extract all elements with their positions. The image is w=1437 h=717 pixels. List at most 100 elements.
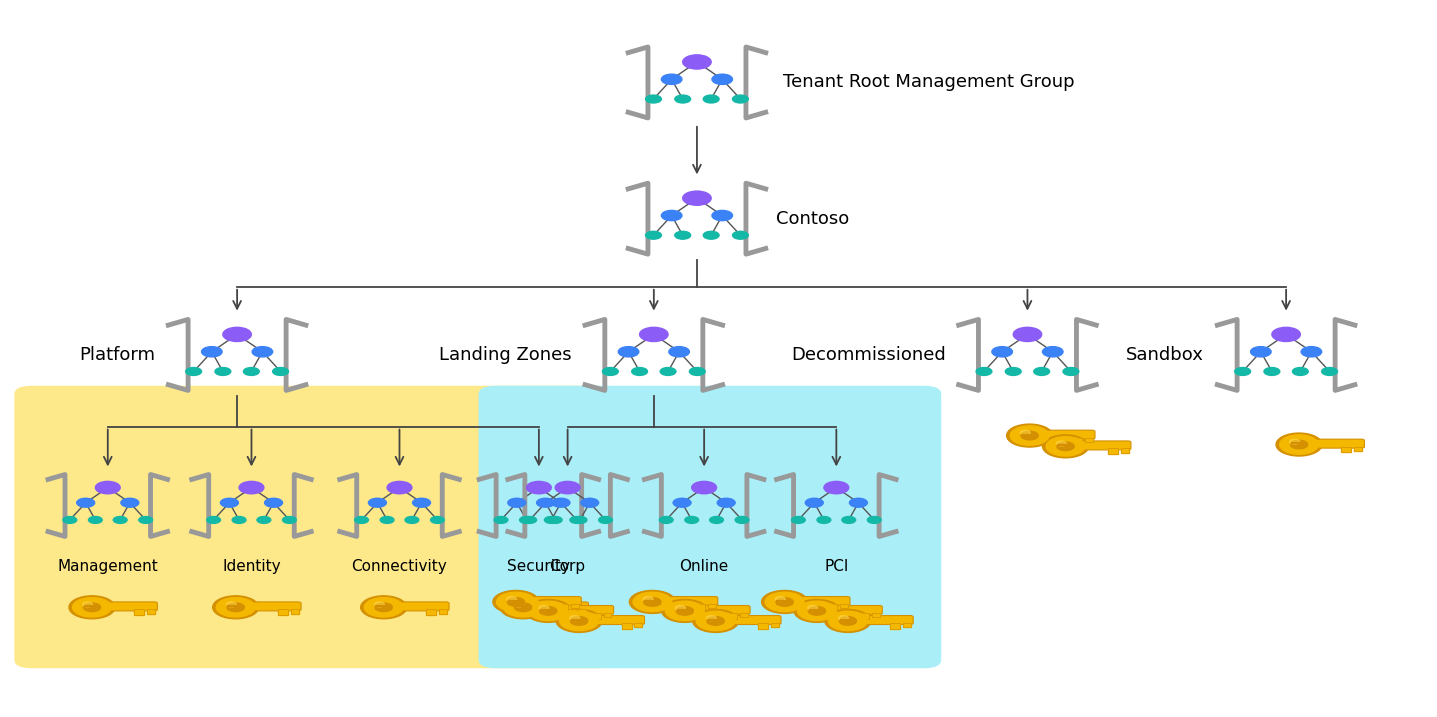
Bar [839,604,848,608]
Bar [558,604,569,609]
FancyBboxPatch shape [1308,439,1365,448]
Circle shape [1300,346,1322,357]
Circle shape [1010,426,1049,445]
Bar [759,623,767,629]
Circle shape [828,611,867,631]
Circle shape [673,498,691,507]
Circle shape [545,516,558,523]
Circle shape [662,599,707,622]
Circle shape [570,615,581,621]
Circle shape [243,368,259,376]
Circle shape [507,498,526,507]
Circle shape [83,602,92,607]
Bar [578,609,586,614]
Text: Identity: Identity [223,559,280,574]
Bar [277,609,287,615]
Circle shape [76,498,95,507]
Bar [694,604,704,609]
Circle shape [776,597,785,602]
FancyBboxPatch shape [693,605,750,614]
Circle shape [121,498,139,507]
Circle shape [1250,346,1272,357]
Bar [740,613,747,617]
Circle shape [733,95,749,103]
Circle shape [507,598,525,607]
Circle shape [842,516,855,523]
Text: Tenant Root Management Group: Tenant Root Management Group [783,73,1075,92]
Circle shape [526,599,572,622]
Bar [872,613,879,617]
Bar [621,623,631,629]
Circle shape [526,481,552,494]
Circle shape [703,95,718,103]
Circle shape [645,95,661,103]
Bar [1121,449,1128,453]
Circle shape [644,597,652,602]
Bar [425,609,437,615]
FancyBboxPatch shape [793,597,849,605]
Bar [277,609,287,615]
Bar [604,613,612,617]
Circle shape [1292,368,1308,376]
Circle shape [992,346,1013,357]
Circle shape [736,516,749,523]
Circle shape [273,368,289,376]
Circle shape [675,95,691,103]
FancyBboxPatch shape [723,615,782,625]
Circle shape [683,55,711,69]
Circle shape [387,481,412,494]
Bar [148,609,155,614]
Circle shape [69,596,115,619]
Circle shape [1290,439,1300,444]
Circle shape [216,598,256,617]
FancyBboxPatch shape [479,386,941,668]
Bar [859,613,869,619]
Circle shape [207,516,220,523]
Bar [635,623,642,627]
Circle shape [675,232,691,239]
Bar [604,613,612,617]
Text: Management: Management [57,559,158,574]
Circle shape [764,592,803,612]
Circle shape [1007,424,1052,447]
Circle shape [825,609,871,632]
Bar [558,604,569,609]
Bar [826,604,836,609]
Circle shape [560,611,598,631]
Bar [770,623,779,627]
Circle shape [581,498,599,507]
Circle shape [711,210,733,221]
Text: Landing Zones: Landing Zones [440,346,572,364]
Circle shape [703,232,718,239]
Text: PCI: PCI [825,559,848,574]
Circle shape [1020,431,1039,440]
Bar [591,613,601,619]
Circle shape [717,498,736,507]
Circle shape [355,516,368,523]
Bar [425,609,437,615]
Bar [290,609,299,614]
Text: Connectivity: Connectivity [352,559,447,574]
Circle shape [793,599,839,622]
Circle shape [776,598,793,607]
Circle shape [114,516,126,523]
Circle shape [89,516,102,523]
Bar [902,623,911,627]
Circle shape [251,346,273,357]
Circle shape [976,368,992,376]
Bar [839,604,848,608]
Circle shape [792,516,805,523]
Circle shape [63,516,76,523]
Circle shape [374,602,385,607]
Circle shape [239,481,264,494]
Circle shape [570,516,583,523]
Bar [740,613,747,617]
Bar [591,613,601,619]
Circle shape [493,591,539,614]
Circle shape [549,516,562,523]
Circle shape [711,74,733,85]
Circle shape [83,603,101,612]
Bar [1072,437,1082,443]
Bar [1121,449,1128,453]
FancyBboxPatch shape [244,602,302,611]
